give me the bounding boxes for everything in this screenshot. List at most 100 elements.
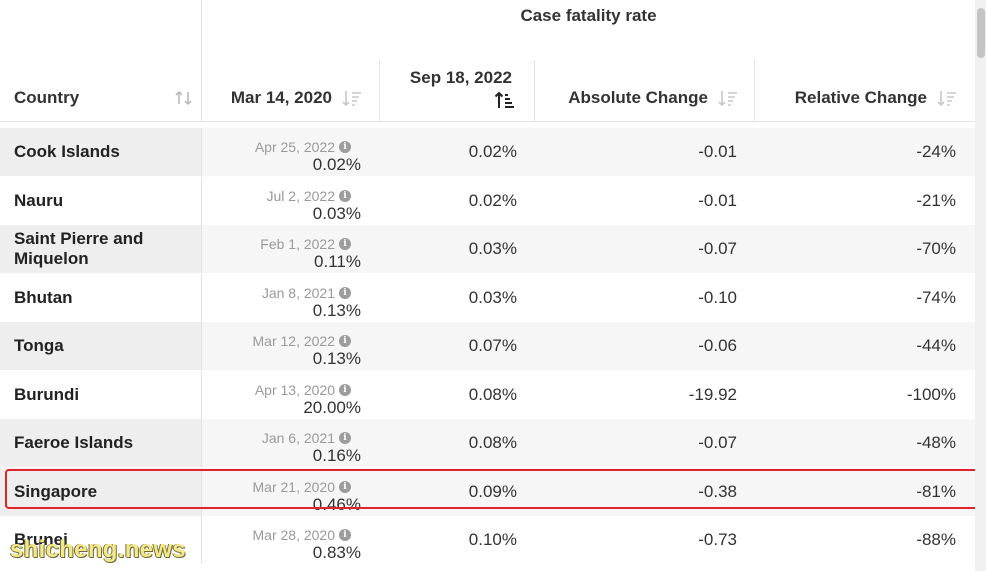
absolute-change-cell: -0.07	[698, 433, 737, 452]
country-name: Burundi	[14, 385, 80, 404]
sep-cell: 0.10%	[468, 530, 517, 549]
country-name: Tonga	[14, 336, 64, 355]
cell-value: 0.46%	[312, 495, 361, 514]
table-row[interactable]: Burundi Apr 13, 2020 i 20.00% 0.08% -19.9…	[0, 371, 975, 419]
sort-icon[interactable]	[718, 89, 738, 107]
column-header-mar[interactable]: Mar 14, 2020	[202, 88, 362, 108]
mar-cell: Apr 13, 2020 i 20.00%	[202, 371, 361, 419]
mar-cell: Mar 21, 2020 i 0.46%	[202, 468, 362, 516]
mar-cell: Jan 8, 2021 i 0.13%	[202, 274, 361, 322]
country-name: Singapore	[14, 482, 98, 501]
absolute-change-cell: -0.38	[698, 482, 737, 501]
table-row[interactable]: Nauru Jul 2, 2022 i 0.03% 0.02% -0.01 -21…	[0, 177, 975, 225]
sep-cell: 0.08%	[468, 385, 517, 404]
table-header: Case fatality rate Country Mar 14, 2020 …	[0, 0, 975, 122]
table-row[interactable]: Cook Islands Apr 25, 2022 i 0.02% 0.02% -…	[0, 128, 975, 176]
cell-date: Mar 28, 2020	[252, 527, 336, 543]
mar-cell: Mar 28, 2020 i 0.83%	[202, 516, 362, 564]
absolute-change-cell: -0.10	[698, 288, 737, 307]
info-icon[interactable]: i	[339, 238, 351, 250]
info-icon[interactable]: i	[339, 481, 351, 493]
mar-cell: Jul 2, 2022 i 0.03%	[202, 177, 362, 225]
table-row[interactable]: Faeroe Islands Jan 6, 2021 i 0.16% 0.08% …	[0, 419, 975, 467]
cell-value: 0.02%	[312, 155, 361, 174]
country-name: Nauru	[14, 191, 64, 210]
info-icon[interactable]: i	[339, 432, 351, 444]
sep-cell: 0.07%	[468, 336, 517, 355]
cell-date: Jan 8, 2021	[261, 285, 335, 301]
cell-value: 0.11%	[314, 252, 361, 271]
info-icon[interactable]: i	[339, 529, 351, 541]
sep-cell: 0.02%	[468, 191, 517, 210]
info-icon[interactable]: i	[339, 287, 351, 299]
relative-change-cell: -24%	[916, 142, 956, 161]
cell-value: 0.03%	[312, 204, 361, 223]
sep-cell: 0.02%	[468, 142, 517, 161]
country-name: Brunei	[14, 530, 68, 549]
sort-icon[interactable]	[937, 89, 957, 107]
column-header-abs[interactable]: Absolute Change	[535, 88, 738, 108]
column-header-label: Mar 14, 2020	[230, 88, 332, 107]
column-group-title: Case fatality rate	[520, 6, 657, 25]
mar-cell: Feb 1, 2022 i 0.11%	[202, 225, 361, 273]
sort-ascending-icon[interactable]	[494, 90, 516, 110]
table-row[interactable]: Saint Pierre and Miquelon Feb 1, 2022 i 0…	[0, 225, 975, 273]
info-icon[interactable]: i	[339, 384, 351, 396]
column-header-country[interactable]: Country	[14, 88, 194, 108]
singapore-highlight-box	[5, 469, 975, 509]
column-header-label: Relative Change	[794, 88, 927, 107]
absolute-change-cell: -0.01	[698, 142, 737, 161]
country-name: Cook Islands	[14, 142, 120, 161]
absolute-change-cell: -0.73	[698, 530, 737, 549]
column-header-label: Absolute Change	[568, 88, 708, 107]
watermark: shicheng.news	[10, 536, 186, 563]
sep-cell: 0.08%	[468, 433, 517, 452]
cell-date: Jul 2, 2022	[266, 188, 336, 204]
column-header-label: Country	[14, 88, 80, 107]
relative-change-cell: -88%	[916, 530, 956, 549]
info-icon[interactable]: i	[339, 190, 351, 202]
cell-value: 0.16%	[312, 446, 361, 465]
sort-icon[interactable]	[342, 89, 362, 107]
absolute-change-cell: -0.01	[698, 191, 737, 210]
relative-change-cell: -48%	[916, 433, 956, 452]
sort-icon[interactable]	[174, 89, 194, 107]
relative-change-cell: -100%	[906, 385, 956, 404]
cell-date: Apr 25, 2022	[254, 139, 335, 155]
relative-change-cell: -44%	[916, 336, 956, 355]
absolute-change-cell: -19.92	[688, 385, 737, 404]
relative-change-cell: -21%	[916, 191, 956, 210]
sep-cell: 0.03%	[468, 239, 517, 258]
column-header-rel[interactable]: Relative Change	[755, 88, 957, 108]
relative-change-cell: -74%	[916, 288, 956, 307]
cell-value: 0.13%	[312, 349, 361, 368]
mar-cell: Mar 12, 2022 i 0.13%	[202, 322, 362, 370]
absolute-change-cell: -0.06	[698, 336, 737, 355]
column-header-sep[interactable]: Sep 18, 2022	[380, 68, 534, 116]
sep-cell: 0.03%	[468, 288, 517, 307]
scrollbar-thumb[interactable]	[977, 8, 985, 58]
cell-date: Mar 12, 2022	[252, 333, 336, 349]
country-name: Bhutan	[14, 288, 73, 307]
info-icon[interactable]: i	[339, 335, 351, 347]
info-icon[interactable]: i	[339, 141, 351, 153]
column-header-label: Sep 18, 2022	[409, 68, 512, 87]
country-name: Saint Pierre and Miquelon	[14, 229, 144, 268]
table-row[interactable]: Tonga Mar 12, 2022 i 0.13% 0.07% -0.06 -4…	[0, 322, 975, 370]
cell-date: Jan 6, 2021	[261, 430, 335, 446]
scrollbar[interactable]	[975, 0, 986, 571]
table-row[interactable]: Bhutan Jan 8, 2021 i 0.13% 0.03% -0.10 -7…	[0, 274, 975, 322]
table-row[interactable]: Brunei Mar 28, 2020 i 0.83% 0.10% -0.73 -…	[0, 516, 975, 564]
cell-date: Feb 1, 2022	[260, 236, 335, 252]
mar-cell: Jan 6, 2021 i 0.16%	[202, 419, 361, 467]
sep-cell: 0.09%	[468, 482, 517, 501]
cell-value: 20.00%	[303, 398, 361, 417]
cell-date: Mar 21, 2020	[252, 479, 336, 495]
absolute-change-cell: -0.07	[698, 239, 737, 258]
cell-value: 0.83%	[312, 543, 361, 562]
relative-change-cell: -81%	[916, 482, 956, 501]
cell-date: Apr 13, 2020	[254, 382, 335, 398]
relative-change-cell: -70%	[916, 239, 956, 258]
country-name: Faeroe Islands	[14, 433, 134, 452]
